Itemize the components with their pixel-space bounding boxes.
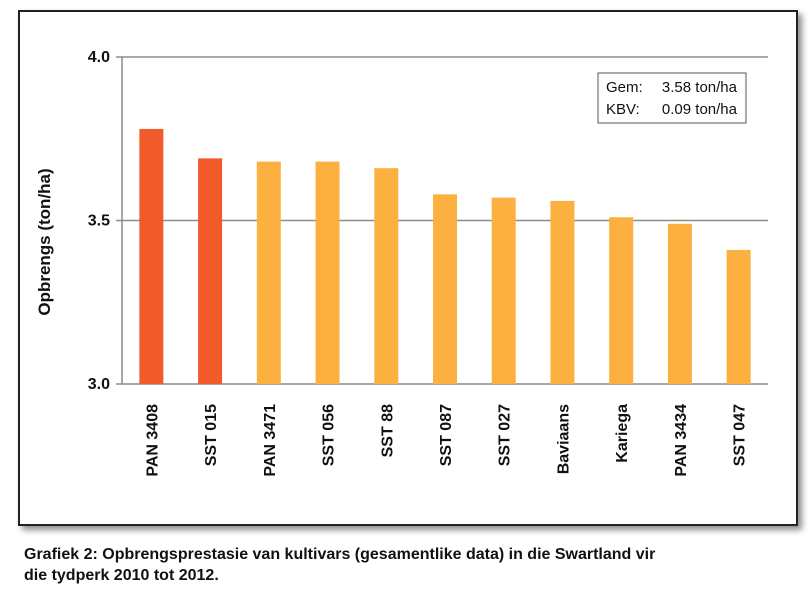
bar-sst-027	[491, 197, 516, 384]
x-category-label: SST 087	[438, 404, 455, 466]
x-category-label: Baviaans	[555, 404, 572, 474]
lsd-label: KBV:	[606, 101, 640, 118]
bar-sst-087	[433, 194, 457, 384]
y-tick-label: 3.5	[88, 213, 110, 230]
bar-sst-015	[198, 158, 223, 384]
figure-caption: Grafiek 2: Opbrengsprestasie van kultiva…	[24, 544, 804, 586]
y-tick-label: 4.0	[88, 49, 110, 66]
x-category-label: SST 047	[732, 404, 749, 466]
x-category-label: SST 015	[203, 404, 220, 466]
x-category-label: PAN 3434	[673, 404, 690, 477]
bar-pan-3471	[256, 161, 281, 384]
bar-baviaans	[550, 200, 575, 384]
x-category-label: SST 027	[497, 404, 514, 466]
bar-chart: 3.0 3.5 4.0 PAN 3408 SST 015 PAN 3471 SST 056 S…	[35, 49, 768, 477]
x-category-label: PAN 3408	[144, 404, 161, 477]
axes: 3.0 3.5 4.0 PAN 3408 SST 015 PAN 3471 SST 056 S…	[88, 49, 749, 477]
bars	[139, 128, 751, 384]
lsd-value: 0.09 ton/ha	[662, 101, 738, 118]
caption-line-1: Grafiek 2: Opbrengsprestasie van kultiva…	[24, 546, 656, 563]
bar-pan-3434	[667, 223, 692, 384]
stats-annotation-box: Gem: 3.58 ton/ha KBV: 0.09 ton/ha	[597, 72, 747, 124]
caption-line-2: die tydperk 2010 tot 2012.	[24, 567, 219, 584]
x-category-label: SST 056	[321, 404, 338, 466]
mean-value: 3.58 ton/ha	[662, 79, 738, 96]
mean-label: Gem:	[606, 79, 643, 96]
chart-frame: 3.0 3.5 4.0 PAN 3408 SST 015 PAN 3471 SST 056 S…	[18, 10, 798, 526]
bar-kariega	[609, 217, 634, 384]
y-axis-label: Opbrengs (ton/ha)	[35, 168, 54, 315]
bar-sst-88	[374, 168, 399, 384]
y-tick-label: 3.0	[88, 376, 110, 393]
x-category-label: Kariega	[614, 404, 631, 463]
x-category-label: SST 88	[379, 404, 396, 457]
bar-sst-047	[726, 249, 751, 384]
bar-pan-3408	[139, 128, 164, 384]
x-category-label: PAN 3471	[262, 404, 279, 477]
bar-sst-056	[315, 161, 340, 384]
